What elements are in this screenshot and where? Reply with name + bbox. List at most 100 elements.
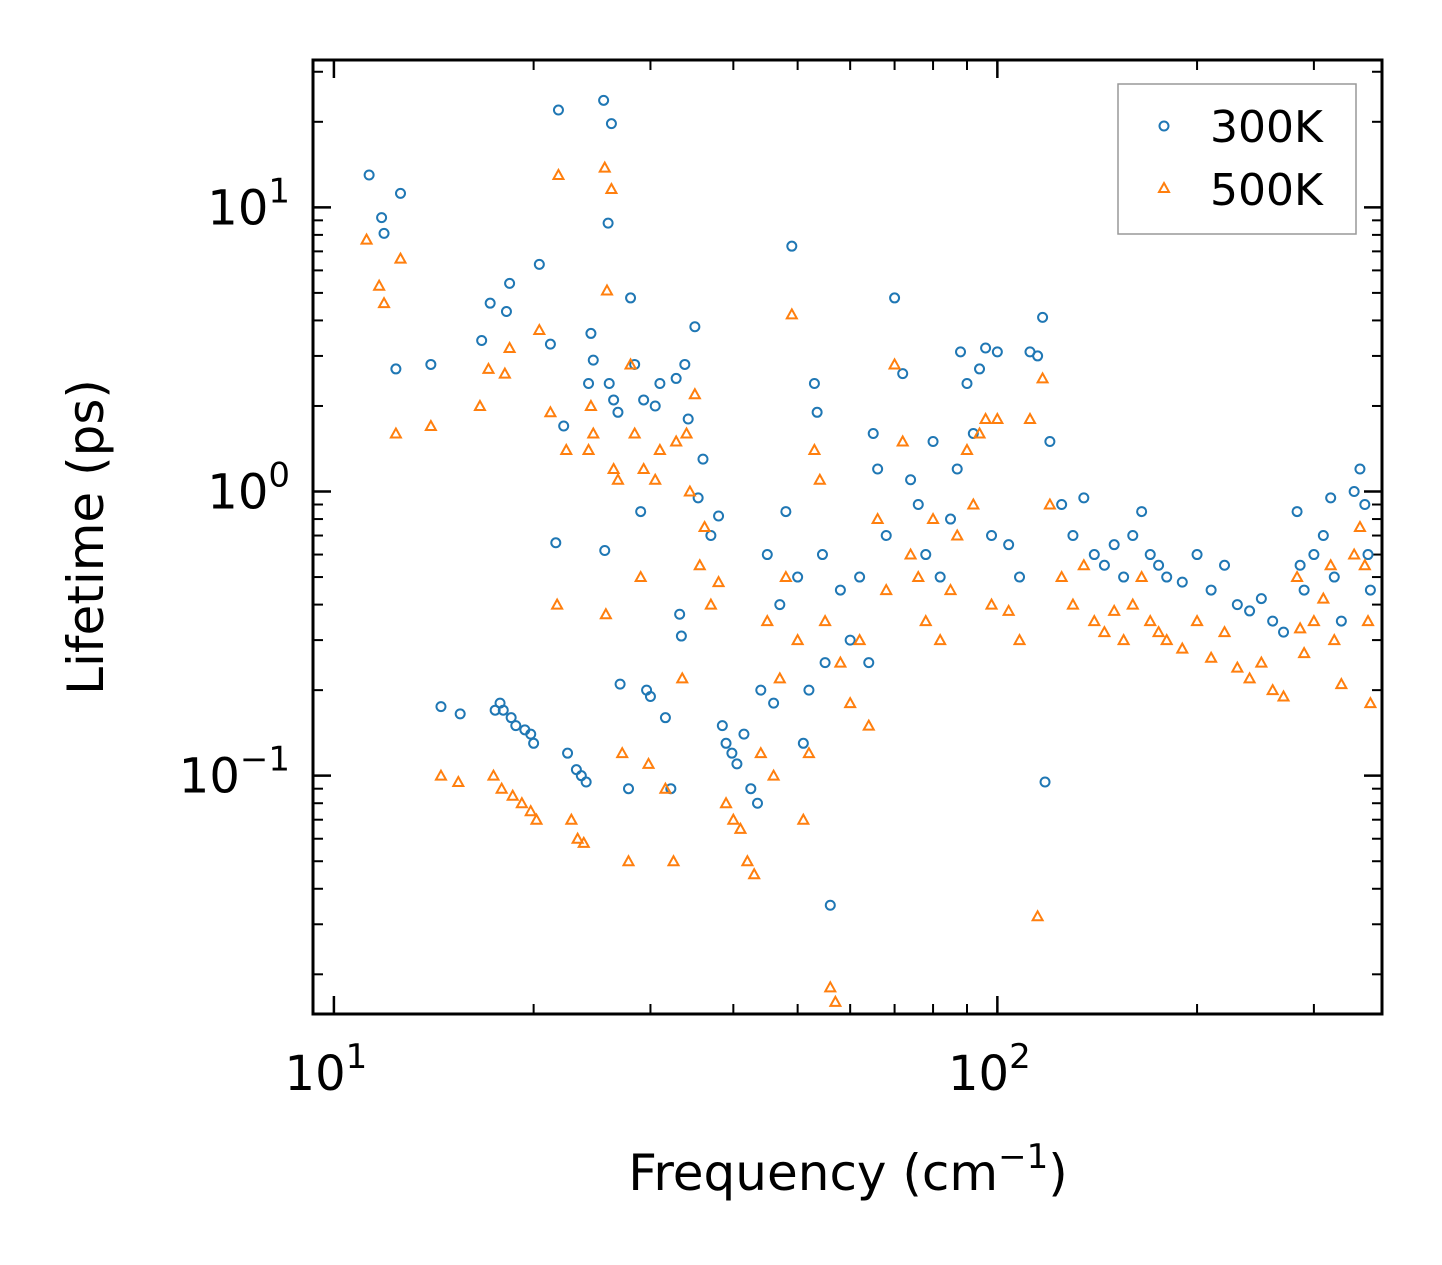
minor-ticks (313, 60, 1382, 1014)
point-300k (1098, 559, 1110, 571)
point-300k (797, 737, 809, 749)
point-500k (790, 633, 805, 646)
point-300k (905, 474, 917, 486)
point-300k (819, 657, 831, 669)
legend-marker-500k (1157, 180, 1171, 193)
point-300k (378, 227, 390, 239)
point-300k (1244, 605, 1256, 617)
point-500k (978, 411, 993, 424)
point-300k (612, 406, 624, 418)
point-500k (990, 411, 1005, 424)
plot-frame (311, 58, 1384, 1016)
point-500k (1030, 909, 1045, 922)
point-500k (1151, 625, 1166, 638)
point-500k (473, 398, 487, 411)
point-500k (481, 361, 496, 374)
point-300k (649, 400, 661, 412)
point-500k (424, 418, 438, 432)
point-300k (394, 187, 406, 199)
point-300k (510, 720, 522, 732)
point-300k (912, 499, 924, 511)
point-300k (811, 406, 823, 418)
point-300k (1359, 499, 1371, 511)
point-300k (974, 363, 986, 375)
point-300k (602, 217, 614, 229)
y-axis-label: Lifetime (ps) (57, 379, 115, 695)
point-500k (377, 296, 391, 309)
point-500k (1116, 633, 1131, 646)
point-500k (779, 570, 793, 583)
point-500k (754, 746, 768, 759)
point-300k (1362, 549, 1374, 561)
point-500k (551, 167, 566, 180)
point-300k (585, 327, 597, 339)
point-300k (1032, 350, 1044, 362)
point-500k (1134, 570, 1149, 583)
point-300k (682, 413, 694, 425)
point-300k (608, 394, 620, 406)
point-300k (1335, 615, 1347, 627)
point-300k (761, 549, 773, 561)
point-500k (688, 387, 702, 400)
point-500k (766, 768, 781, 781)
point-500k (933, 633, 947, 646)
point-300k (587, 354, 599, 366)
x-axis-label: Frequency (cm−1) (628, 1137, 1068, 1202)
point-300k (675, 630, 687, 642)
point-500k (581, 442, 596, 455)
point-500k (1290, 570, 1304, 583)
point-500k (604, 181, 619, 195)
point-300k (705, 530, 717, 542)
point-300k (1044, 435, 1056, 447)
point-500k (1217, 625, 1232, 638)
point-500k (606, 461, 621, 475)
point-300k (1153, 559, 1165, 571)
point-300k (745, 783, 757, 795)
point-300k (1364, 584, 1376, 596)
point-300k (1161, 571, 1173, 583)
point-300k (945, 513, 957, 525)
point-300k (497, 704, 509, 716)
point-300k (880, 530, 892, 542)
point-500k (559, 442, 573, 455)
point-300k (659, 712, 671, 724)
x-tick-label: 102 (948, 1037, 1031, 1102)
point-500k (359, 232, 374, 245)
point-300k (1039, 776, 1051, 788)
point-500k (879, 583, 893, 596)
point-500k (498, 366, 512, 379)
point-300k (713, 510, 725, 522)
point-500k (1087, 614, 1101, 627)
point-300k (1291, 506, 1303, 518)
point-300k (1088, 549, 1100, 561)
point-500k (1323, 558, 1338, 571)
point-300k (803, 684, 815, 696)
point-300k (863, 657, 875, 669)
point-300k (786, 240, 798, 252)
point-500k (972, 426, 987, 439)
point-500k (666, 854, 681, 867)
point-300k (425, 358, 437, 370)
point-300k (504, 277, 516, 289)
point-500k (621, 854, 636, 867)
point-300k (1037, 311, 1049, 323)
point-300k (1294, 559, 1306, 571)
point-500k (903, 547, 918, 560)
point-300k (692, 492, 704, 504)
point-300k (1127, 530, 1139, 542)
point-500k (1265, 683, 1280, 696)
point-300k (376, 212, 388, 224)
point-500k (852, 633, 867, 646)
point-500k (1160, 633, 1174, 646)
point-300k (951, 463, 963, 475)
point-300k (552, 104, 564, 116)
point-500k (1107, 603, 1121, 616)
point-500k (648, 472, 662, 485)
point-300k (1219, 559, 1231, 571)
point-300k (583, 377, 595, 389)
point-300k (1118, 571, 1130, 583)
point-500k (813, 472, 827, 485)
point-500k (726, 812, 741, 825)
point-500k (532, 322, 547, 336)
